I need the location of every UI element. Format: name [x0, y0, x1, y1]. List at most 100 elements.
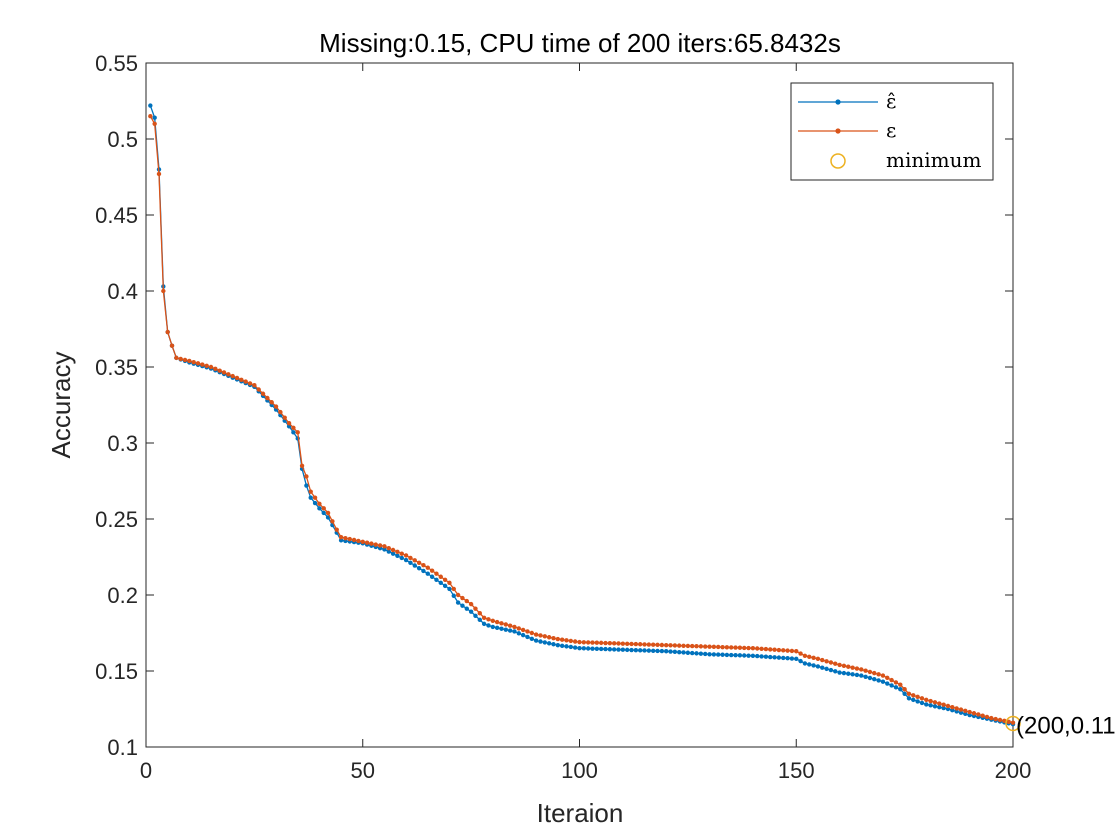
series-1-point	[841, 670, 847, 676]
series-2-point	[616, 641, 621, 646]
x-tick-label: 0	[140, 758, 152, 783]
series-2-point	[200, 362, 205, 367]
series-1-point	[477, 617, 482, 623]
series-2-point	[746, 645, 751, 651]
series-2-point	[269, 400, 274, 405]
series-1-point	[707, 652, 712, 657]
series-2-point	[776, 647, 782, 653]
series-2-point	[971, 711, 977, 716]
minimum-marker	[1005, 715, 1021, 732]
series-1-point	[815, 664, 821, 669]
chart-title: Missing:0.15, CPU time of 200 iters:65.8…	[319, 28, 841, 58]
series-1-point	[690, 650, 695, 656]
series-1-point	[525, 634, 530, 640]
series-1-point	[395, 553, 400, 558]
series-2-point	[161, 288, 166, 294]
series-1-point	[698, 651, 704, 656]
series-2-point	[334, 527, 339, 532]
series-2-point	[863, 668, 868, 673]
series-1-point	[438, 580, 443, 586]
series-1-point	[416, 566, 422, 571]
series-2-point	[984, 714, 990, 720]
series-2-point	[507, 623, 513, 628]
series-1-point	[564, 644, 569, 649]
series-1-point	[598, 646, 604, 652]
series-2-point	[360, 539, 365, 544]
series-1-point	[694, 651, 699, 656]
series-2-point	[351, 537, 357, 543]
series-2-point	[221, 370, 227, 375]
series-2-point	[451, 586, 456, 592]
series-2-point	[555, 636, 561, 642]
series-2-point	[919, 696, 925, 701]
series-1-point	[637, 648, 643, 653]
series-1-point	[833, 669, 838, 674]
series-1-point	[664, 649, 669, 654]
series-1-point	[382, 547, 387, 552]
series-2-point	[880, 673, 886, 678]
series-2-point	[390, 547, 396, 553]
series-1-point	[733, 652, 738, 658]
series-2-point	[1006, 719, 1011, 724]
series-1-point	[403, 557, 409, 563]
series-2-point	[733, 645, 738, 650]
series-1-point	[811, 663, 816, 668]
series-2-point	[729, 645, 734, 650]
series-1-point	[304, 483, 309, 488]
series-2-point	[551, 635, 556, 641]
series-2-point	[165, 329, 170, 335]
series-1-point	[746, 653, 751, 658]
series-2-point	[490, 618, 495, 624]
series-2-point	[260, 391, 266, 396]
x-axis-label: Iteraion	[537, 798, 624, 828]
series-2-point	[772, 647, 777, 652]
series-2-point	[815, 656, 821, 662]
y-axis-label: Accuracy	[46, 352, 76, 459]
series-1-point	[794, 656, 799, 662]
series-2-point	[204, 363, 209, 368]
series-2-point	[664, 642, 669, 648]
series-2-point	[386, 545, 391, 551]
series-1-point	[447, 586, 452, 592]
series-2-point	[542, 634, 548, 639]
series-1-point	[152, 115, 157, 120]
series-2-point	[954, 706, 959, 711]
series-1-point	[755, 653, 760, 659]
series-1-point	[494, 625, 500, 631]
series-1-point	[455, 600, 461, 605]
x-tick-label: 100	[561, 758, 598, 783]
series-1-point	[785, 656, 790, 661]
series-1-point	[429, 574, 435, 579]
series-1-point	[390, 551, 396, 556]
series-2-point	[590, 640, 595, 645]
series-2-point	[850, 665, 855, 670]
series-2-point	[546, 635, 552, 640]
series-1-point	[681, 650, 686, 655]
series-1-point	[533, 638, 539, 643]
series-2-point	[356, 538, 361, 544]
series-2-point	[655, 642, 660, 648]
series-1-point	[915, 699, 920, 704]
series-1-point	[568, 644, 574, 650]
series-2-point	[620, 641, 626, 646]
series-1-point	[603, 646, 608, 652]
series-2-point	[911, 693, 916, 698]
series-1-point	[820, 665, 825, 670]
series-1-point	[451, 593, 456, 598]
y-tick-label: 0.1	[107, 735, 138, 760]
series-2-point	[399, 551, 404, 556]
series-2-point	[980, 713, 985, 718]
series-2-point	[685, 643, 691, 649]
series-2-point	[408, 555, 413, 561]
series-2-point	[343, 535, 348, 541]
series-1-point	[585, 646, 591, 651]
minimum-annotation: (200,0.11	[1016, 712, 1116, 739]
series-1-point	[559, 643, 565, 648]
series-2-point	[208, 364, 214, 370]
series-2-point	[234, 375, 240, 381]
series-2-point	[174, 355, 179, 361]
series-2-point	[650, 642, 656, 647]
series-2-point	[182, 357, 188, 363]
series-2-point	[442, 577, 448, 582]
series-1-point	[399, 555, 404, 561]
